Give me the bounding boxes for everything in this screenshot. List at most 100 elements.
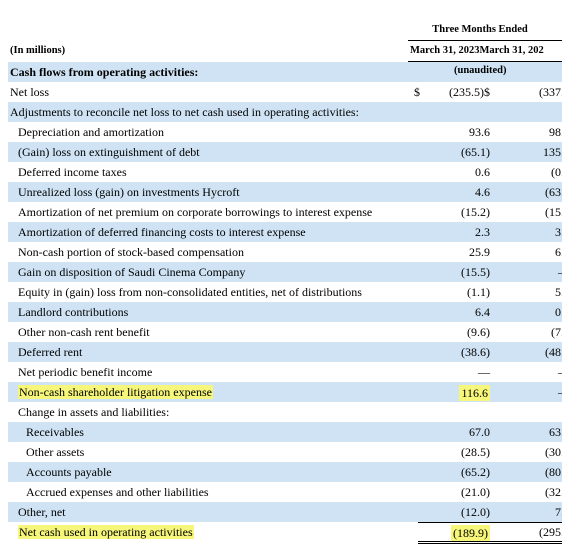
table-row: Net cash used in operating activities (18…	[8, 522, 562, 544]
row-label: Change in assets and liabilities:	[18, 405, 170, 419]
table-row: Gain on disposition of Saudi Cinema Comp…	[8, 262, 562, 282]
value-2023: (38.6)	[461, 345, 490, 359]
currency-symbol: $	[414, 85, 420, 99]
table-row: Accounts payable (65.2) (80.4	[8, 462, 562, 482]
value-2022: (80.4	[545, 465, 562, 479]
table-row: Landlord contributions 6.4 0.6	[8, 302, 562, 322]
table-row: Amortization of deferred financing costs…	[8, 222, 562, 242]
table-row: Deferred rent (38.6) (48.7	[8, 342, 562, 362]
value-2023: (12.0)	[461, 505, 490, 519]
row-label: Accounts payable	[26, 465, 112, 479]
table-row: Other, net (12.0) 7.8	[8, 502, 562, 522]
value-2022: 5.8	[555, 285, 562, 299]
row-label: Unrealized loss (gain) on investments Hy…	[18, 185, 240, 199]
value-2023: (65.2)	[461, 465, 490, 479]
value-2022: (337.4	[539, 85, 562, 99]
value-2022: —	[510, 365, 562, 379]
table-row: Net periodic benefit income — —	[8, 362, 562, 382]
table-row: Accrued expenses and other liabilities (2…	[8, 482, 562, 502]
value-2023: 2.3	[475, 225, 490, 239]
value-2022: 63.6	[549, 425, 562, 439]
table-row: Depreciation and amortization 93.6 98.7	[8, 122, 562, 142]
value-2023: (235.5)$	[449, 85, 490, 99]
table-row: Equity in (gain) loss from non-consolida…	[8, 282, 562, 302]
value-2023: (15.5)	[461, 265, 490, 279]
value-2022: 6.5	[555, 245, 562, 259]
table-row: Unrealized loss (gain) on investments Hy…	[8, 182, 562, 202]
value-2022: (63.9	[545, 185, 562, 199]
header-rule	[408, 61, 562, 62]
row-label: Adjustments to reconcile net loss to net…	[10, 105, 359, 119]
value-2023: 25.9	[469, 245, 490, 259]
row-label: Deferred rent	[18, 345, 83, 359]
row-label: Accrued expenses and other liabilities	[26, 485, 209, 499]
table-row: Non-cash shareholder litigation expense 1…	[8, 382, 562, 402]
value-2023: 6.4	[475, 305, 490, 319]
value-2023: (9.6)	[467, 325, 490, 339]
row-label: Receivables	[26, 425, 84, 439]
value-2022: 0.6	[555, 305, 562, 319]
value-2022: 7.8	[555, 505, 562, 519]
value-2023: (1.1)	[467, 285, 490, 299]
units-label: (In millions)	[10, 45, 66, 56]
period-header: Three Months Ended	[408, 24, 562, 41]
table-row: Deferred income taxes 0.6 (0.1	[8, 162, 562, 182]
value-2023: 0.6	[475, 165, 490, 179]
row-label: Landlord contributions	[18, 305, 129, 319]
row-label: Amortization of deferred financing costs…	[18, 225, 306, 239]
value-2023: —	[478, 365, 490, 379]
value-2022: 3.5	[555, 225, 562, 239]
double-underline	[418, 541, 562, 544]
row-label: Other, net	[18, 505, 66, 519]
table-row: Non-cash portion of stock-based compensa…	[8, 242, 562, 262]
table-row: Receivables 67.0 63.6	[8, 422, 562, 442]
value-2023: 116.6	[459, 385, 490, 401]
row-label: Other non-cash rent benefit	[18, 325, 150, 339]
table-row: Other non-cash rent benefit (9.6) (7.1	[8, 322, 562, 342]
value-2023: 93.6	[469, 125, 490, 139]
value-2022: 135.0	[543, 145, 562, 159]
value-2023: (65.1)	[461, 145, 490, 159]
value-2022: —	[510, 265, 562, 279]
total-rule	[418, 522, 562, 523]
value-2022: 98.7	[549, 125, 562, 139]
date-columns-header: March 31, 2023March 31, 202	[410, 45, 544, 56]
value-2022: —	[510, 385, 562, 399]
row-label: Other assets	[26, 445, 85, 459]
value-2022: (30.6	[545, 445, 562, 459]
value-2022: (48.7	[545, 345, 562, 359]
row-label: Non-cash shareholder litigation expense	[18, 385, 213, 399]
table-row: Other assets (28.5) (30.6	[8, 442, 562, 462]
value-2023: 4.6	[475, 185, 490, 199]
cash-flow-table: Cash flows from operating activities: (un…	[8, 62, 562, 544]
table-row: Cash flows from operating activities: (un…	[8, 62, 562, 82]
table-row: Change in assets and liabilities:	[8, 402, 562, 422]
value-2023: (28.5)	[461, 445, 490, 459]
unaudited-note: (unaudited)	[454, 65, 507, 76]
table-row: Net loss $ (235.5)$ (337.4	[8, 82, 562, 102]
value-2023: (189.9)	[451, 525, 490, 541]
row-label: Depreciation and amortization	[18, 125, 164, 139]
table-row: Adjustments to reconcile net loss to net…	[8, 102, 562, 122]
row-label: Net loss	[10, 85, 49, 99]
row-label: Equity in (gain) loss from non-consolida…	[18, 285, 362, 299]
value-2022: (32.8	[545, 485, 562, 499]
period-underline	[408, 40, 562, 41]
value-2023: (21.0)	[461, 485, 490, 499]
row-label: Net periodic benefit income	[18, 365, 153, 379]
value-2022: (7.1	[551, 325, 562, 339]
value-2023: (15.2)	[461, 205, 490, 219]
value-2022: (15.5	[545, 205, 562, 219]
row-label: Gain on disposition of Saudi Cinema Comp…	[18, 265, 246, 279]
table-row: Amortization of net premium on corporate…	[8, 202, 562, 222]
row-label: Deferred income taxes	[18, 165, 127, 179]
row-label: (Gain) loss on extinguishment of debt	[18, 145, 200, 159]
row-label: Cash flows from operating activities:	[10, 65, 199, 79]
value-2022: (295.0	[539, 525, 562, 539]
row-label: Non-cash portion of stock-based compensa…	[18, 245, 244, 259]
row-label: Net cash used in operating activities	[18, 525, 194, 539]
row-label: Amortization of net premium on corporate…	[18, 205, 373, 219]
table-row: (Gain) loss on extinguishment of debt (65…	[8, 142, 562, 162]
value-2023: 67.0	[469, 425, 490, 439]
value-2022: (0.1	[551, 165, 562, 179]
